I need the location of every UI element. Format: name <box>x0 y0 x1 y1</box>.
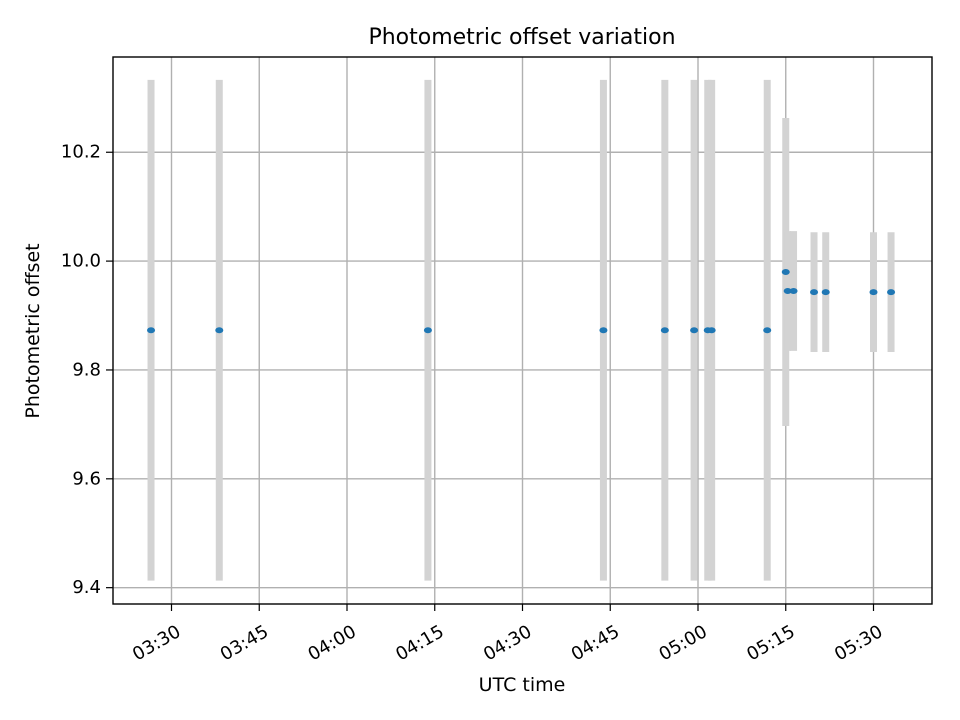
x-tick-label: 05:15 <box>743 621 798 665</box>
x-tick-label: 04:00 <box>304 621 359 665</box>
x-axis-ticks: 03:30 03:45 04:00 04:15 04:30 04:45 05:00 05:15… <box>129 604 886 665</box>
y-axis-ticks: 9.4 9.6 9.8 10.0 10.2 <box>61 142 113 598</box>
data-point <box>869 289 878 296</box>
x-tick-label: 04:15 <box>392 621 447 665</box>
data-point <box>660 327 669 334</box>
data-point <box>599 327 608 334</box>
x-tick-label: 03:30 <box>129 621 184 665</box>
data-point <box>783 288 792 295</box>
y-tick-label: 10.2 <box>61 142 101 163</box>
data-point <box>887 289 896 296</box>
x-tick-label: 04:30 <box>480 621 535 665</box>
data-point <box>707 327 716 334</box>
y-tick-label: 9.4 <box>72 577 101 598</box>
data-point <box>821 289 830 296</box>
x-tick-label: 03:45 <box>217 621 272 665</box>
x-tick-label: 05:30 <box>831 621 886 665</box>
data-point <box>789 288 798 295</box>
grid <box>113 57 932 604</box>
data-point <box>147 327 156 334</box>
x-tick-label: 05:00 <box>655 621 710 665</box>
data-point <box>763 327 772 334</box>
data-point <box>781 268 790 275</box>
data-point <box>423 327 432 334</box>
data-point <box>690 327 699 334</box>
data-point <box>215 327 224 334</box>
data-points <box>147 268 896 334</box>
y-axis-label: Photometric offset <box>22 243 44 418</box>
x-axis-label: UTC time <box>479 674 566 696</box>
y-tick-label: 9.6 <box>72 468 101 489</box>
x-tick-label: 04:45 <box>568 621 623 665</box>
y-tick-label: 9.8 <box>72 359 101 380</box>
y-tick-label: 10.0 <box>61 251 101 272</box>
chart-title: Photometric offset variation <box>368 25 675 50</box>
error-bars <box>147 79 895 581</box>
data-point <box>810 289 819 296</box>
